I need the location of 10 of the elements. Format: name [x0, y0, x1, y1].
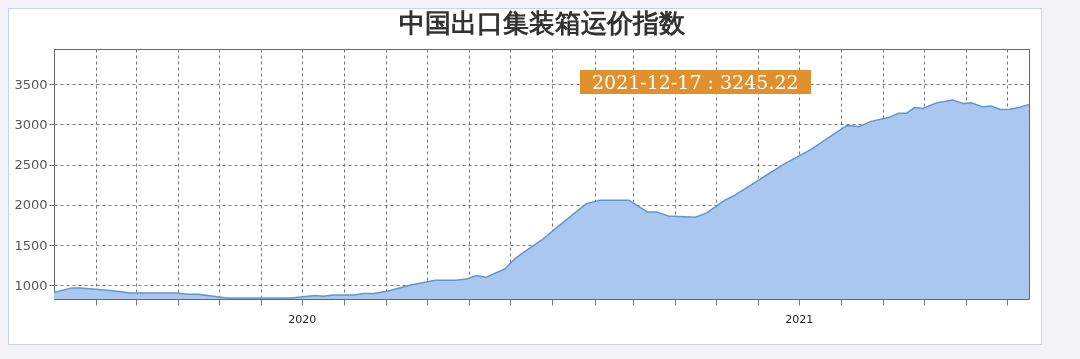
annotation: 2021-12-17 : 3245.22	[580, 70, 811, 94]
y-tick-label: 3000	[14, 116, 48, 132]
y-tick-label: 1500	[14, 237, 48, 253]
y-tick-label: 1000	[14, 277, 48, 293]
y-tick-label: 2500	[14, 157, 48, 173]
y-tick-label: 3500	[14, 76, 48, 92]
y-tick-label: 2000	[14, 197, 48, 213]
x-tick-label: 2020	[288, 312, 317, 326]
x-tick-label: 2021	[785, 312, 814, 326]
chart-title: 中国出口集装箱运价指数	[398, 8, 686, 38]
